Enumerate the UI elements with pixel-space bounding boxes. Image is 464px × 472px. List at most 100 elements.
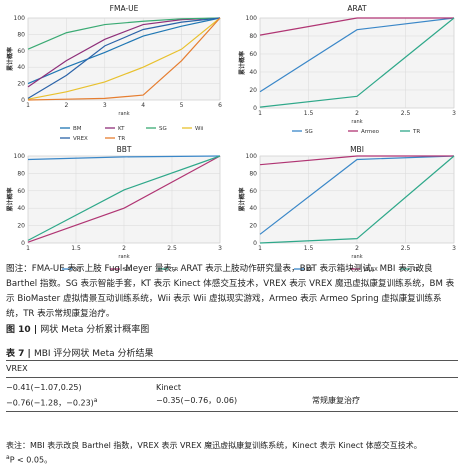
series-line-sg — [259, 17, 455, 93]
legend-label-tr: TR — [170, 267, 178, 273]
y-tick-label: 20 — [17, 81, 25, 88]
legend-label-tr: TR — [412, 129, 420, 135]
legend-label-kt: KT — [75, 267, 82, 273]
plot-area — [27, 17, 221, 101]
x-tick-label: 2 — [64, 102, 68, 109]
legend-label-sg: SG — [159, 126, 167, 132]
series-line-tr — [259, 155, 455, 244]
x-tick-label: 2 — [355, 110, 359, 117]
y-tick-label: 20 — [249, 87, 257, 94]
y-tick-label: 100 — [14, 15, 26, 22]
y-tick-label: 40 — [249, 69, 257, 76]
x-tick-label: 1.5 — [71, 245, 81, 252]
y-tick-label: 0 — [21, 97, 25, 104]
series-line-tr — [259, 17, 455, 108]
x-tick-label: 1 — [26, 245, 30, 252]
table-row: −0.41(−1.07,0.25) Kinect — [6, 381, 458, 394]
series-line-sg — [27, 17, 221, 50]
y-tick-label: 100 — [14, 153, 26, 160]
legend-label-sg: SG — [305, 129, 313, 135]
x-axis-label: rank — [351, 254, 362, 260]
figure-caption: 图 10 | 网状 Meta 分析累计概率图 — [6, 325, 150, 335]
series-line-armeo — [259, 17, 454, 36]
y-axis-label: 累计概率 — [238, 187, 246, 211]
y-tick-label: 60 — [17, 48, 25, 55]
y-tick-label: 20 — [17, 223, 25, 230]
x-tick-label: 2 — [122, 245, 126, 252]
series-line-vrex — [27, 17, 221, 99]
y-tick-label: 0 — [253, 105, 257, 112]
y-axis-label: 累计概率 — [6, 47, 14, 71]
x-tick-label: 1.5 — [304, 245, 314, 252]
x-axis-label: rank — [118, 254, 129, 260]
x-tick-label: 3 — [452, 245, 456, 252]
y-tick-label: 80 — [17, 31, 25, 38]
figure-title: 网状 Meta 分析累计概率图 — [40, 325, 150, 335]
x-tick-label: 6 — [218, 102, 222, 109]
y-tick-label: 80 — [17, 170, 25, 177]
chart-title: ARAT — [347, 4, 367, 13]
x-tick-label: 1 — [258, 110, 262, 117]
chart-fma-ue: 0 20 40 60 80 100 1 2 3 4 5 6 FMA-UE rank 累计概率 BM KT SG Wi… — [0, 0, 232, 145]
series-line-vrex — [259, 155, 454, 166]
series-line-tr — [27, 155, 221, 241]
table-cell: 常规康复治疗 — [312, 396, 360, 405]
y-tick-label: 40 — [17, 205, 25, 212]
y-tick-label: 80 — [249, 170, 257, 177]
series-line-bm — [27, 17, 221, 85]
x-tick-label: 2.5 — [401, 245, 411, 252]
chart-title: BBT — [117, 145, 132, 154]
table-row: −0.76(−1.28，−0.23)a −0.35(−0.76，0.06) 常规… — [6, 394, 458, 408]
x-axis-label: rank — [118, 111, 129, 117]
table-cell: Kinect — [156, 383, 181, 392]
legend-label-sg: SG — [123, 267, 131, 273]
legend-label-armeo: Armeo — [361, 129, 380, 135]
y-tick-label: 40 — [17, 64, 25, 71]
y-tick-label: 100 — [246, 153, 258, 160]
y-tick-label: 100 — [246, 15, 258, 22]
series-line-tr — [27, 17, 221, 101]
x-tick-label: 3 — [218, 245, 222, 252]
series-line-wii — [27, 17, 221, 100]
y-axis-label: 累计概率 — [238, 51, 246, 75]
y-tick-label: 60 — [17, 188, 25, 195]
table-cell: −0.35(−0.76，0.06) — [156, 396, 238, 405]
figure-number: 图 10 — [6, 325, 31, 335]
x-tick-label: 2 — [355, 245, 359, 252]
x-axis-label: rank — [351, 119, 362, 125]
series-line-kt — [27, 155, 221, 161]
legend-label-kt: KT — [118, 126, 125, 132]
x-tick-label: 2.5 — [401, 110, 411, 117]
x-tick-label: 5 — [180, 102, 184, 109]
significance-mark: a — [93, 397, 98, 404]
x-tick-label: 1.5 — [304, 110, 314, 117]
significance-mark: a — [6, 454, 10, 461]
chart-title: MBI — [350, 145, 364, 154]
legend-label-tr: TR — [117, 136, 125, 142]
chart-arat: 0 20 40 60 80 100 1 1.5 2 2.5 3 ARAT rank 累计概率 SG Armeo… — [232, 0, 464, 145]
y-tick-label: 80 — [249, 33, 257, 40]
y-tick-label: 60 — [249, 51, 257, 58]
y-tick-label: 60 — [249, 188, 257, 195]
x-tick-label: 1 — [258, 245, 262, 252]
legend-label-bm: BM — [73, 126, 82, 132]
x-tick-label: 1 — [26, 102, 30, 109]
series-line-sg — [27, 155, 221, 243]
y-tick-label: 0 — [21, 240, 25, 247]
legend-label-vrex: VREX — [363, 267, 378, 273]
legend-label-kt: KT — [307, 267, 314, 273]
chart-title: FMA-UE — [110, 4, 139, 13]
table-cell: −0.41(−1.07,0.25) — [6, 383, 82, 392]
results-table: VREX −0.41(−1.07,0.25) Kinect −0.76(−1.2… — [6, 360, 458, 412]
x-tick-label: 3 — [103, 102, 107, 109]
chart-bbt: 0 20 40 60 80 100 1 1.5 2 2.5 3 BBT rank 累计概率 KT SG TR — [0, 140, 232, 273]
table-header: VREX — [6, 361, 458, 378]
table-number: 表 7 — [6, 349, 25, 359]
legend-label-tr: TR — [412, 267, 420, 273]
chart-mbi: 0 20 40 60 80 100 1 1.5 2 2.5 3 MBI rank 累计概率 KT VREX TR — [232, 140, 464, 273]
legend-label-vrex: VREX — [73, 136, 88, 142]
table-note: 表注：MBI 表示改良 Barthel 指数，VREX 表示 VREX 魔迅虚拟… — [6, 441, 422, 465]
table-title: MBI 评分网状 Meta 分析结果 — [33, 349, 154, 359]
y-axis-label: 累计概率 — [6, 187, 14, 211]
y-tick-label: 20 — [249, 223, 257, 230]
